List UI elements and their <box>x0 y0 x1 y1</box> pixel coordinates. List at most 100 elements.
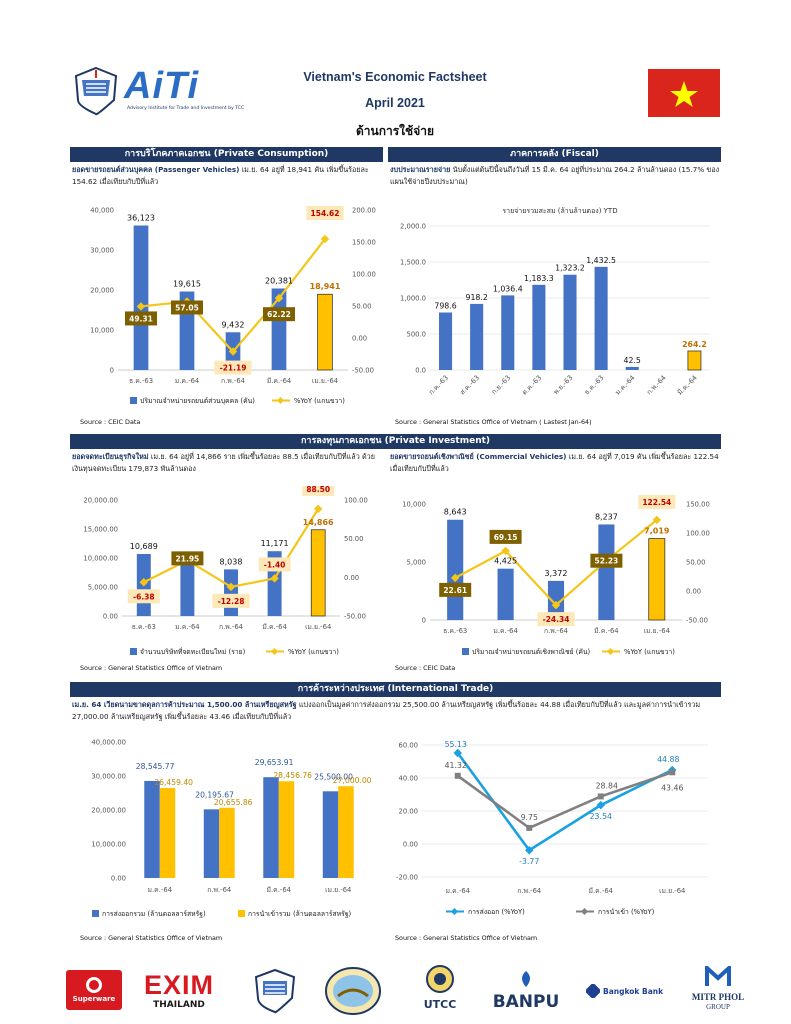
yoy-value-label: 88.50 <box>306 486 330 494</box>
left-axis-tick-label: 15,000.00 <box>83 526 118 534</box>
bangkok-bank-icon <box>586 984 600 998</box>
source-trade-value: Source : General Statistics Office of Vi… <box>80 934 223 942</box>
yoy-y-tick-label: -20.00 <box>396 874 418 882</box>
superware-mark-icon <box>86 977 102 993</box>
bar <box>317 293 333 371</box>
category-label: ม.ค.-64 <box>175 377 199 385</box>
trade-y-tick-label: 10,000.00 <box>91 841 126 849</box>
legend-bars-label: ปริมาณจำหน่ายรถยนต์เชิงพาณิชย์ (คัน) <box>472 648 591 656</box>
export-bar <box>144 780 160 878</box>
factsheet-date: April 2021 <box>365 96 425 110</box>
fiscal-bar-value-label: 42.5 <box>624 356 641 365</box>
yoy-category-label: เม.ย.-64 <box>659 887 685 895</box>
bangkok-bank-label: Bangkok Bank <box>603 986 664 996</box>
chart-trade-value: 0.00 10,000.00 20,000.00 30,000.00 40,000.00… <box>91 739 371 919</box>
trade-category-label: มี.ค.-64 <box>267 886 291 894</box>
utcc-logo: UTCC <box>412 964 468 1018</box>
left-axis-tick-label: 0 <box>110 367 114 375</box>
right-axis-tick-label: 200.00 <box>352 207 376 215</box>
bar <box>547 580 565 620</box>
fiscal-category-label: ธ.ค.-63 <box>583 374 606 397</box>
bar-value-label: 8,237 <box>595 512 618 521</box>
mitr-phol-label: MITR PHOL <box>691 992 745 1002</box>
yoy-value-label: -12.28 <box>218 597 245 606</box>
export-value-label: 29,653.91 <box>255 758 294 767</box>
paragraph-trade-bold: 1,500.00 ล้านเหรียญสหรัฐ <box>206 700 297 709</box>
yoy-value-label: 122.54 <box>642 498 671 507</box>
fiscal-bar <box>501 295 515 370</box>
import-yoy-label: 9.75 <box>521 813 538 822</box>
yoy-value-label-box <box>638 494 676 509</box>
legend-bars-swatch <box>462 648 469 655</box>
source-trade-yoy: Source : General Statistics Office of Vi… <box>395 934 538 942</box>
import-yoy-point <box>526 824 533 831</box>
trade-category-label: เม.ย.-64 <box>325 886 351 894</box>
export-bar <box>322 791 339 878</box>
legend-line-marker <box>606 647 615 656</box>
yoy-value-label-box <box>171 551 204 566</box>
yoy-value-label: 57.05 <box>175 303 199 312</box>
right-axis-tick-label: 50.00 <box>686 559 705 567</box>
trade-category-label: ม.ค.-64 <box>148 886 172 894</box>
yoy-value-label: -1.40 <box>264 560 286 569</box>
trade-y-tick-label: 30,000.00 <box>91 773 126 781</box>
source-business: Source : General Statistics Office of Vi… <box>80 664 223 672</box>
fiscal-bar <box>563 274 577 370</box>
right-axis-tick-label: -50.00 <box>344 613 366 621</box>
paragraph-passenger-bold: ยอดขายรถยนต์ส่วนบุคคล (Passenger Vehicle… <box>72 165 240 174</box>
paragraph-business-rest: เม.ย. 64 อยู่ที่ 14,866 ราย เพิ่มขึ้นร้อ… <box>72 452 375 473</box>
banpu-label: BANPU <box>492 992 560 1012</box>
category-label: ธ.ค.-63 <box>132 623 156 631</box>
mitr-phol-mark-icon <box>705 963 731 986</box>
fiscal-bar-value-label: 1,432.5 <box>586 256 616 265</box>
vietnam-flag <box>648 69 720 117</box>
bar-value-label: 8,038 <box>220 557 243 566</box>
import-value-label: 26,459.40 <box>154 778 193 787</box>
left-axis-tick-label: 10,000.00 <box>83 555 118 563</box>
yoy-value-label: 52.23 <box>595 557 619 566</box>
brand-subtitle: Advisory Institute for Trade and Investm… <box>127 106 245 111</box>
yoy-point <box>320 234 330 244</box>
exim-label: EXIM <box>143 970 214 1000</box>
paragraph-fiscal: งบประมาณรายจ่าย นับตั้งแต่ต้นปีนี้จนถึงว… <box>390 164 720 188</box>
aiti-shield-icon <box>74 66 118 116</box>
yoy-value-label-box <box>127 589 160 604</box>
banpu-logo: BANPU <box>486 970 566 1014</box>
fiscal-bar-value-label: 264.2 <box>682 340 707 349</box>
paragraph-commercial-bold: ยอดขายรถยนต์เชิงพาณิชย์ (Commercial Vehi… <box>390 452 567 461</box>
paragraph-passenger-rest: เม.ย. 64 อยู่ที่ 18,941 คัน เพิ่มขึ้นร้อ… <box>72 165 369 186</box>
export-value-label: 20,195.67 <box>195 790 234 799</box>
yoy-value-label-box <box>125 311 157 326</box>
yoy-y-tick-label: 60.00 <box>399 742 418 750</box>
fiscal-category-label: ก.ย.-63 <box>490 374 512 396</box>
legend-bars-label: ปริมาณจำหน่ายรถยนต์ส่วนบุคคล (คัน) <box>140 397 255 405</box>
paragraph-trade-lead: เม.ย. 64 เวียดนามขาดดุลการค้าประมาณ <box>72 700 207 709</box>
category-label: ก.พ.-64 <box>544 627 568 635</box>
legend-export-yoy-marker <box>450 907 459 916</box>
chart-business-registration: 0.00 5,000.00 10,000.00 15,000.00 20,000.00 -… <box>83 486 368 656</box>
import-value-label: 20,655.86 <box>214 798 253 807</box>
legend-line-label: %YoY (แกนขวา) <box>288 648 339 656</box>
section-header-fiscal: ภาคการคลัง (Fiscal) <box>388 147 721 162</box>
import-yoy-point <box>597 793 604 800</box>
yoy-value-label: 49.31 <box>129 314 153 323</box>
import-yoy-point <box>454 772 461 779</box>
fiscal-bar <box>439 312 453 370</box>
section-header-international-trade: การค้าระหว่างประเทศ (International Trade… <box>70 682 721 697</box>
legend-import-swatch <box>238 910 245 917</box>
fiscal-y-tick-label: 0.0 <box>415 367 426 375</box>
utcc-seal-icon <box>426 965 454 993</box>
bar-value-label: 3,372 <box>545 569 568 578</box>
fiscal-bar <box>687 350 702 371</box>
chart-passenger-vehicles: 0 10,000 20,000 30,000 40,000 -50.00 0.00 50.00… <box>90 206 376 405</box>
right-axis-tick-label: 100.00 <box>352 271 376 279</box>
legend-import-yoy-marker <box>580 907 589 916</box>
yoy-value-label-box <box>537 612 575 627</box>
fiscal-bar <box>532 284 546 370</box>
legend-line-label: %YoY (แกนขวา) <box>624 648 675 656</box>
legend-bars-swatch <box>130 397 137 404</box>
yoy-y-tick-label: 40.00 <box>399 775 418 783</box>
fiscal-category-label: ก.ค.-63 <box>427 374 450 397</box>
yoy-point <box>450 573 460 583</box>
superware-logo: Superware <box>66 970 122 1010</box>
